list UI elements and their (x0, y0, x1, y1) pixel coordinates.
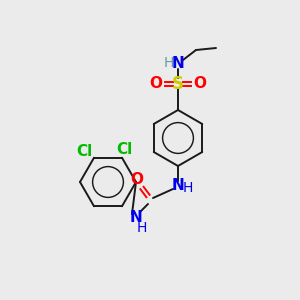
Text: H: H (183, 181, 193, 195)
Text: O: O (130, 172, 143, 187)
Text: S: S (172, 75, 184, 93)
Text: O: O (149, 76, 163, 92)
Text: Cl: Cl (76, 144, 92, 159)
Text: Cl: Cl (116, 142, 132, 157)
Text: H: H (137, 221, 147, 235)
Text: N: N (172, 56, 184, 71)
Text: N: N (172, 178, 184, 194)
Text: N: N (130, 211, 142, 226)
Text: O: O (194, 76, 206, 92)
Text: H: H (164, 56, 174, 70)
